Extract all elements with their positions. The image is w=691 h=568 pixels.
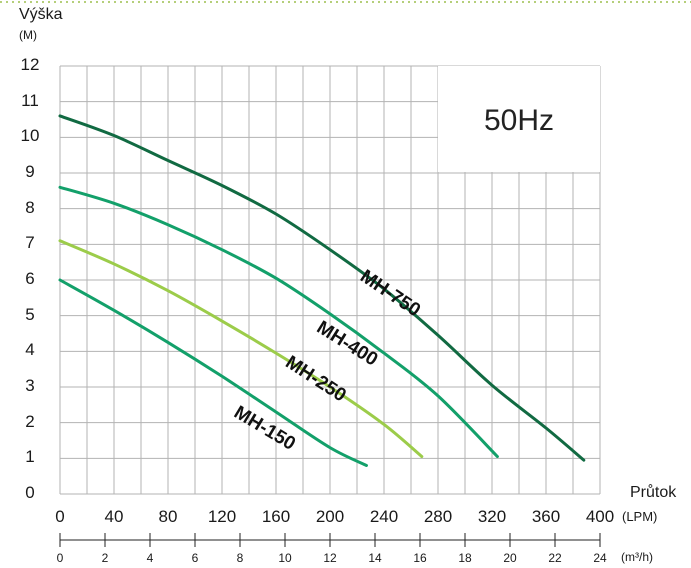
x-axis-unit-lpm: (LPM) [622,509,658,524]
x-tick-label: 400 [585,507,615,526]
secondary-tick-label: 24 [593,551,607,565]
secondary-tick-label: 20 [503,551,517,565]
y-tick-label: 11 [21,90,39,110]
x-tick-label: 200 [315,507,345,526]
x-tick-label: 360 [531,507,561,526]
secondary-tick-label: 4 [146,551,154,565]
x-tick-label: 120 [207,507,237,526]
x-tick-label: 320 [477,507,507,526]
y-tick-label: 3 [25,376,35,395]
y-axis-unit: (M) [19,28,37,42]
curve-mh-250 [58,239,424,459]
frequency-box: 50Hz [438,66,600,172]
secondary-axis [59,533,601,547]
secondary-tick-label: 18 [458,551,472,565]
secondary-tick-label: 6 [191,551,199,565]
secondary-tick-label: 14 [368,551,382,565]
x-tick-label: 80 [158,507,178,526]
x-axis-unit-m3h: (m³/h) [621,550,653,564]
y-tick-label: 5 [25,304,35,324]
secondary-tick-label: 10 [278,551,292,565]
secondary-tick-label: 22 [548,551,562,565]
y-tick-label: 9 [25,162,35,181]
y-axis-label: Výška [19,6,63,23]
frequency-label: 50Hz [483,104,555,137]
x-tick-label: 0 [55,507,65,526]
curve-mh-400 [58,185,499,459]
curve-mh-150 [58,278,368,467]
chart-grid [0,1,691,495]
x-tick-label: 160 [261,507,291,526]
y-tick-label: 2 [25,411,35,431]
secondary-tick-label: 2 [101,551,109,565]
y-tick-label: 7 [25,233,35,253]
y-tick-label: 6 [25,269,35,288]
y-tick-label: 4 [25,340,35,360]
x-tick-label: 240 [369,507,399,526]
y-tick-label: 1 [25,447,35,467]
secondary-tick-label: 12 [323,551,337,565]
x-axis-label: Průtok [630,484,677,501]
x-tick-label: 280 [423,507,453,526]
x-tick-label: 40 [104,507,124,526]
y-tick-label: 12 [20,55,40,74]
y-tick-label: 10 [20,126,40,146]
secondary-tick-label: 0 [56,551,64,565]
secondary-tick-label: 16 [413,551,427,565]
curve-mh-750 [58,114,586,462]
y-tick-label: 0 [25,483,35,502]
secondary-tick-label: 8 [236,551,244,565]
y-tick-label: 8 [25,197,35,217]
pump-curves [58,114,586,467]
